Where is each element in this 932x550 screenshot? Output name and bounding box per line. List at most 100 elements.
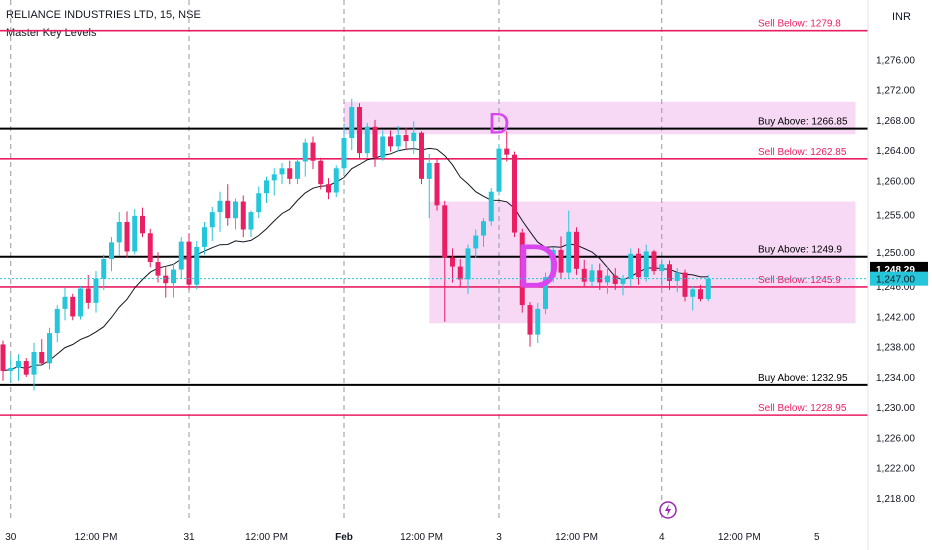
candle-down (318, 160, 324, 185)
time-tick-label: 12:00 PM (555, 532, 598, 543)
candle-up (566, 231, 572, 273)
candle-up (605, 275, 610, 283)
candle-down (147, 233, 153, 263)
candle-up (109, 242, 114, 260)
candle-down (504, 148, 510, 155)
candle-up (178, 241, 184, 270)
candle-up (705, 278, 711, 300)
candle-down (574, 231, 579, 269)
chart-extras (659, 501, 677, 519)
candle-down (667, 264, 672, 281)
candle-up (674, 272, 680, 281)
price-tick-label: 1,234.00 (876, 373, 915, 384)
candle-down (357, 107, 362, 154)
candle-down (682, 272, 688, 297)
candle-up (217, 200, 223, 213)
candle-up (659, 264, 665, 272)
price-tick-label: 1,255.00 (876, 210, 915, 221)
candle-down (388, 136, 393, 147)
candle-down (450, 257, 455, 267)
candle-down (457, 266, 463, 280)
demand-zone (429, 201, 856, 324)
moving-average (2, 147, 709, 372)
candle-up (620, 278, 626, 284)
candlesticks (0, 98, 711, 391)
candle-down (155, 262, 161, 276)
candle-down (403, 135, 409, 142)
candle-down (419, 132, 424, 179)
candle-up (132, 215, 138, 252)
candle-up (628, 253, 634, 279)
candle-up (209, 212, 215, 228)
buy-level-label: Buy Above: 1266.85 (758, 117, 848, 128)
last-price-label: 1,248.29 (876, 265, 915, 276)
candle-up (271, 174, 277, 181)
price-tick-label: 1,272.00 (876, 86, 915, 97)
candle-down (70, 296, 76, 317)
candle-down (23, 361, 29, 375)
candle-down (698, 289, 703, 300)
candle-down (636, 253, 641, 278)
time-tick-label: 12:00 PM (718, 532, 761, 543)
sell-level-label: Sell Below: 1262.85 (758, 147, 847, 158)
time-axis: 30 12:00 PM 31 12:00 PM Feb 12:00 PM 3 12:00 PM… (5, 532, 820, 543)
candle-down (612, 275, 618, 284)
candle-down (240, 201, 246, 230)
price-tick-label: 1,264.00 (876, 146, 915, 157)
candle-up (264, 180, 269, 194)
time-tick-label: 3 (496, 532, 502, 543)
candle-up (202, 227, 207, 247)
candle-down (597, 270, 603, 283)
time-tick-label: 12:00 PM (75, 532, 118, 543)
candle-up (473, 235, 479, 249)
candle-down (124, 221, 130, 252)
buy-level-label: Buy Above: 1232.95 (758, 373, 848, 384)
candle-up (248, 212, 254, 230)
time-tick-label: Feb (335, 532, 353, 543)
candle-down (651, 251, 657, 272)
candle-down (512, 154, 517, 233)
candle-down (519, 232, 525, 306)
pattern-letters: DD (488, 108, 560, 302)
candle-down (186, 241, 192, 285)
sell-level-label: Sell Below: 1228.95 (758, 403, 847, 414)
candle-up (364, 126, 370, 154)
candle-up (47, 333, 52, 364)
candle-up (543, 277, 548, 309)
time-tick-label: 12:00 PM (245, 532, 288, 543)
time-tick-label: 31 (183, 532, 195, 543)
candle-up (62, 296, 68, 309)
price-tick-label: 1,260.00 (876, 176, 915, 187)
chart-title: RELIANCE INDUSTRIES LTD, 15, NSE (6, 9, 201, 21)
sell-level-label: Sell Below: 1279.8 (758, 19, 841, 30)
demand-zones (344, 101, 856, 324)
candle-down (85, 288, 91, 303)
candle-up (295, 161, 300, 179)
candle-down (326, 184, 331, 193)
moving-average-line (2, 147, 709, 372)
price-tick-label: 1,246.00 (876, 282, 915, 293)
candle-down (558, 249, 564, 273)
candle-up (171, 269, 176, 284)
candle-up (302, 142, 308, 162)
candle-down (310, 142, 316, 161)
candle-up (233, 201, 238, 219)
pattern-letter: D (515, 233, 560, 302)
price-tick-label: 1,268.00 (876, 116, 915, 127)
candle-up (54, 308, 60, 334)
candle-up (16, 361, 21, 368)
candle-up (589, 270, 595, 282)
candle-down (287, 168, 293, 179)
candle-up (93, 278, 99, 303)
buy-level-label: Buy Above: 1249.9 (758, 245, 842, 256)
candle-down (442, 205, 448, 258)
candle-up (643, 251, 649, 278)
pattern-letter: D (488, 108, 510, 141)
candle-up (194, 246, 200, 285)
currency-label[interactable]: INR (892, 11, 911, 23)
price-tick-label: 1,276.00 (876, 55, 915, 66)
candle-up (116, 221, 122, 243)
current-price-label: 1,247.00 (876, 275, 915, 286)
